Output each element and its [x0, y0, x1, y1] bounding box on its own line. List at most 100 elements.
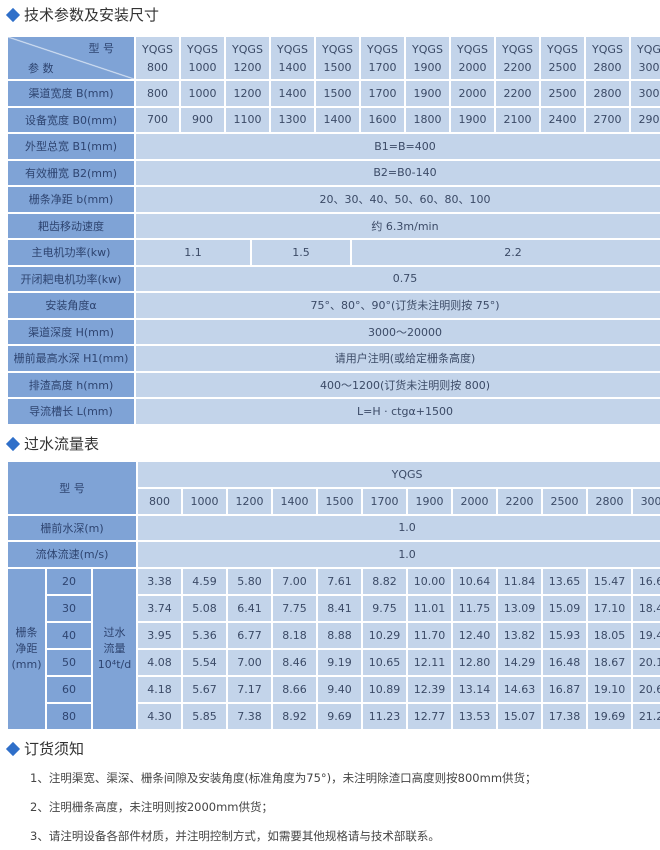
cell-value: 3.74	[138, 595, 182, 621]
row-label: 开闭耙电机功率(kw)	[8, 266, 134, 291]
motor-power-value: 1.5	[252, 240, 350, 265]
row-label: 安装角度α	[8, 293, 134, 318]
model-number: 2800	[593, 60, 622, 74]
motor-power-value: 2.2	[352, 240, 660, 265]
spec-table: 型 号参 数 YQGS 800 YQGS 1000 YQGS 1200 YQGS 1400 YQG…	[6, 35, 660, 426]
cell-value: 20、30、40、50、60、80、100	[136, 187, 660, 212]
cell-value: 5.80	[228, 568, 272, 594]
table-row: 30 3.74 5.08 6.41 7.75 8.41 9.75 11.01 11.75 13.0…	[8, 595, 660, 621]
cell-value: 800	[136, 81, 179, 106]
cell-value: 10.29	[363, 622, 407, 648]
model-number: 1000	[188, 60, 217, 74]
model-number: 2500	[543, 489, 587, 514]
model-prefix: YQGS	[232, 42, 263, 56]
model-number: 2500	[548, 60, 577, 74]
cell-value: 10.00	[408, 568, 452, 594]
cell-value: 1000	[181, 81, 224, 106]
table-row: 耙齿移动速度约 6.3m/min	[8, 213, 660, 238]
model-prefix: YQGS	[547, 42, 578, 56]
cell-value: 5.67	[183, 676, 227, 702]
cell-value: 19.45	[633, 622, 660, 648]
cell-value: 1300	[271, 107, 314, 132]
model-header: YQGS 1700	[361, 37, 404, 79]
cell-value: 1500	[316, 81, 359, 106]
cell-value: 1400	[271, 81, 314, 106]
corner-top-label: 型 号	[88, 42, 115, 55]
gap-value: 60	[47, 676, 91, 702]
row-label: 排渣高度 h(mm)	[8, 372, 134, 397]
table-row: 有效栅宽 B2(mm) B2=B0-140	[8, 160, 660, 185]
gap-value: 20	[47, 568, 91, 594]
gap-value: 80	[47, 703, 91, 729]
row-label: 耙齿移动速度	[8, 213, 134, 238]
row-label: 外型总宽 B1(mm)	[8, 134, 134, 159]
model-prefix: YQGS	[187, 42, 218, 56]
row-label: 有效栅宽 B2(mm)	[8, 160, 134, 185]
table-row: 栅条净距 b(mm) 20、30、40、50、60、80、100	[8, 187, 660, 212]
cell-value: 2000	[451, 81, 494, 106]
cell-value: 17.38	[543, 703, 587, 729]
model-number: 1700	[363, 489, 407, 514]
cell-value: 15.47	[588, 568, 632, 594]
cell-value: 14.29	[498, 649, 542, 675]
table-row: 栅前水深(m) 1.0	[8, 515, 660, 540]
cell-value: 13.65	[543, 568, 587, 594]
cell-value: 8.92	[273, 703, 317, 729]
cell-value: 1400	[316, 107, 359, 132]
cell-value: 7.38	[228, 703, 272, 729]
cell-value: 10.65	[363, 649, 407, 675]
table-row: 渠道宽度 B(mm) 800 1000 1200 1400 1500 1700 1900 200…	[8, 81, 660, 106]
table-row: 流体流速(m/s) 1.0	[8, 542, 660, 567]
cell-value: B1=B=400	[136, 134, 660, 159]
cell-value: 2700	[586, 107, 629, 132]
model-number: 2000	[453, 489, 497, 514]
cell-value: 4.59	[183, 568, 227, 594]
gap-label: 栅条 净距 (mm)	[8, 568, 45, 729]
model-number: 1900	[413, 60, 442, 74]
cell-value: 8.66	[273, 676, 317, 702]
table-row: 800 1000 1200 1400 1500 1700 1900 2000 2200 2500 2…	[8, 489, 660, 514]
model-number: 1400	[278, 60, 307, 74]
model-header: YQGS 1900	[406, 37, 449, 79]
row-label: 栅条净距 b(mm)	[8, 187, 134, 212]
table-row: 50 4.08 5.54 7.00 8.46 9.19 10.65 12.11 12.80 14.…	[8, 649, 660, 675]
model-number: 1400	[273, 489, 317, 514]
cell-value: 20.13	[633, 649, 660, 675]
cell-value: 9.19	[318, 649, 362, 675]
section-title-order: 订货须知	[5, 738, 84, 759]
cell-value: 7.17	[228, 676, 272, 702]
model-prefix: YQGS	[457, 42, 488, 56]
cell-value: 5.36	[183, 622, 227, 648]
cell-value: 1.0	[138, 515, 660, 540]
order-note: 1、注明渠宽、渠深、栅条间隙及安装角度(标准角度为75°)，未注明除渣口高度则按…	[30, 771, 537, 785]
cell-value: 2200	[496, 81, 539, 106]
cell-value: 12.40	[453, 622, 497, 648]
model-prefix: YQGS	[142, 42, 173, 56]
cell-value: 1700	[361, 81, 404, 106]
model-number: 3000	[633, 489, 660, 514]
model-number: 2800	[588, 489, 632, 514]
cell-value: 5.85	[183, 703, 227, 729]
model-label: 型 号	[8, 462, 137, 514]
table-row: 80 4.30 5.85 7.38 8.92 9.69 11.23 12.77 13.53 15.…	[8, 703, 660, 729]
cell-value: 18.05	[588, 622, 632, 648]
model-number: 1000	[183, 489, 227, 514]
diamond-bullet-icon	[5, 436, 21, 451]
cell-value: 19.69	[588, 703, 632, 729]
cell-value: 3.38	[138, 568, 182, 594]
model-header: YQGS 1000	[181, 37, 224, 79]
cell-value: 5.54	[183, 649, 227, 675]
cell-value: 4.08	[138, 649, 182, 675]
table-row: 60 4.18 5.67 7.17 8.66 9.40 10.89 12.39 13.14 14.…	[8, 676, 660, 702]
cell-value: 2100	[496, 107, 539, 132]
cell-value: 19.10	[588, 676, 632, 702]
cell-value: 13.82	[498, 622, 542, 648]
cell-value: 10.64	[453, 568, 497, 594]
cell-value: 8.88	[318, 622, 362, 648]
model-number: 1500	[323, 60, 352, 74]
cell-value: 8.41	[318, 595, 362, 621]
cell-value: 约 6.3m/min	[136, 213, 660, 238]
table-row: 主电机功率(kw) 1.1 1.5 2.2	[8, 240, 660, 265]
cell-value: 18.67	[588, 649, 632, 675]
model-header: YQGS 1400	[271, 37, 314, 79]
